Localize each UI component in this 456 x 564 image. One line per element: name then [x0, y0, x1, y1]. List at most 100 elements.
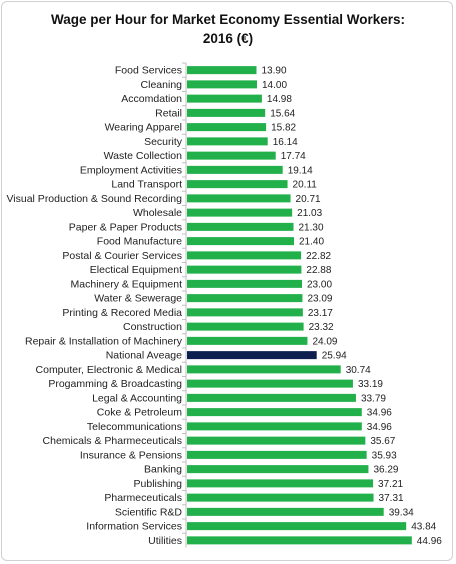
category-label: Water & Sewerage — [94, 293, 182, 305]
bar — [187, 151, 276, 160]
bar — [187, 137, 268, 146]
category-label: Information Services — [86, 521, 182, 533]
category-label: Coke & Petroleum — [97, 407, 182, 419]
value-label: 15.82 — [271, 123, 296, 134]
value-label: 43.84 — [411, 522, 436, 533]
bar — [187, 436, 366, 445]
bar — [187, 222, 294, 231]
value-label: 37.21 — [378, 479, 403, 490]
value-label: 30.74 — [346, 365, 371, 376]
category-label: Publishing — [134, 478, 183, 490]
bar — [187, 165, 283, 174]
bar — [187, 450, 367, 459]
category-label: Cleaning — [141, 79, 183, 91]
chart-title-line2: 2016 (€) — [202, 31, 254, 46]
bar — [187, 322, 304, 331]
category-label: Postal & Courier Services — [62, 250, 182, 262]
value-label: 14.00 — [262, 80, 287, 91]
value-label: 21.30 — [299, 222, 324, 233]
value-label: 33.79 — [361, 393, 386, 404]
category-label: Chemicals & Pharmeceuticals — [43, 435, 182, 447]
category-label: Land Transport — [111, 179, 182, 191]
category-label: Security — [144, 136, 183, 148]
category-label: Electical Equipment — [90, 264, 182, 276]
bar — [187, 94, 262, 103]
bar — [187, 237, 294, 246]
category-label: Accomdation — [121, 93, 182, 105]
bar — [187, 123, 267, 132]
bar — [187, 208, 293, 217]
value-label: 24.09 — [312, 336, 337, 347]
category-label: Pharmeceuticals — [104, 492, 182, 504]
category-label: Waste Collection — [104, 150, 183, 162]
bar — [187, 408, 362, 417]
value-label: 37.31 — [379, 493, 404, 504]
value-label: 44.96 — [417, 536, 442, 547]
value-label: 33.19 — [358, 379, 383, 390]
category-label: Banking — [144, 464, 182, 476]
bar — [187, 479, 374, 488]
value-label: 34.96 — [367, 422, 392, 433]
value-label: 21.40 — [299, 237, 324, 248]
national-average-bar — [187, 351, 317, 360]
bar — [187, 108, 266, 117]
bar — [187, 465, 369, 474]
category-label: Employment Activities — [80, 164, 182, 176]
bar — [187, 536, 412, 545]
bar — [187, 265, 302, 274]
bar — [187, 522, 407, 531]
bar — [187, 80, 257, 89]
category-label: Progamming & Broadcasting — [48, 378, 182, 390]
category-label: Construction — [123, 321, 182, 333]
bar — [187, 393, 356, 402]
chart-title-line1: Wage per Hour for Market Economy Essenti… — [50, 12, 406, 27]
bar — [187, 308, 303, 317]
category-label: National Aveage — [106, 350, 182, 362]
chart-title: Wage per Hour for Market Economy Essenti… — [0, 10, 456, 48]
value-label: 22.82 — [306, 251, 331, 262]
value-label: 23.09 — [307, 294, 332, 305]
bar — [187, 493, 374, 502]
category-label: Computer, Electronic & Medical — [36, 364, 182, 376]
category-label: Food Services — [115, 65, 182, 77]
category-label: Scientific R&D — [115, 506, 183, 518]
category-label: Utilities — [148, 535, 182, 547]
bar — [187, 66, 257, 75]
value-label: 15.64 — [270, 108, 295, 119]
value-label: 20.11 — [293, 180, 318, 191]
value-label: 16.14 — [273, 137, 298, 148]
bar — [187, 507, 384, 516]
category-label: Wholesale — [133, 207, 182, 219]
category-label: Visual Production & Sound Recording — [6, 193, 182, 205]
bar — [187, 336, 308, 345]
category-label: Repair & Installation of Machinery — [25, 335, 183, 347]
value-label: 14.98 — [267, 94, 292, 105]
value-label: 13.90 — [262, 66, 287, 77]
bar — [187, 279, 302, 288]
category-label: Wearing Apparel — [105, 122, 182, 134]
value-label: 17.74 — [281, 151, 306, 162]
category-label: Printing & Recored Media — [62, 307, 182, 319]
bar — [187, 194, 291, 203]
value-label: 23.17 — [308, 308, 333, 319]
category-label: Paper & Paper Products — [69, 221, 182, 233]
category-label: Machinery & Equipment — [71, 278, 183, 290]
category-label: Retail — [155, 107, 182, 119]
value-label: 39.34 — [389, 507, 414, 518]
category-label: Legal & Accounting — [92, 392, 182, 404]
value-label: 20.71 — [296, 194, 321, 205]
bar — [187, 180, 288, 189]
value-label: 21.03 — [297, 208, 322, 219]
value-label: 23.00 — [307, 279, 332, 290]
value-label: 25.94 — [322, 351, 347, 362]
value-label: 36.29 — [373, 465, 398, 476]
category-label: Insurance & Pensions — [80, 449, 182, 461]
value-label: 23.32 — [309, 322, 334, 333]
category-label: Telecommunications — [87, 421, 182, 433]
bar — [187, 379, 353, 388]
category-label: Food Manufacture — [97, 236, 182, 248]
value-label: 34.96 — [367, 408, 392, 419]
value-label: 22.88 — [306, 265, 331, 276]
bar — [187, 422, 362, 431]
